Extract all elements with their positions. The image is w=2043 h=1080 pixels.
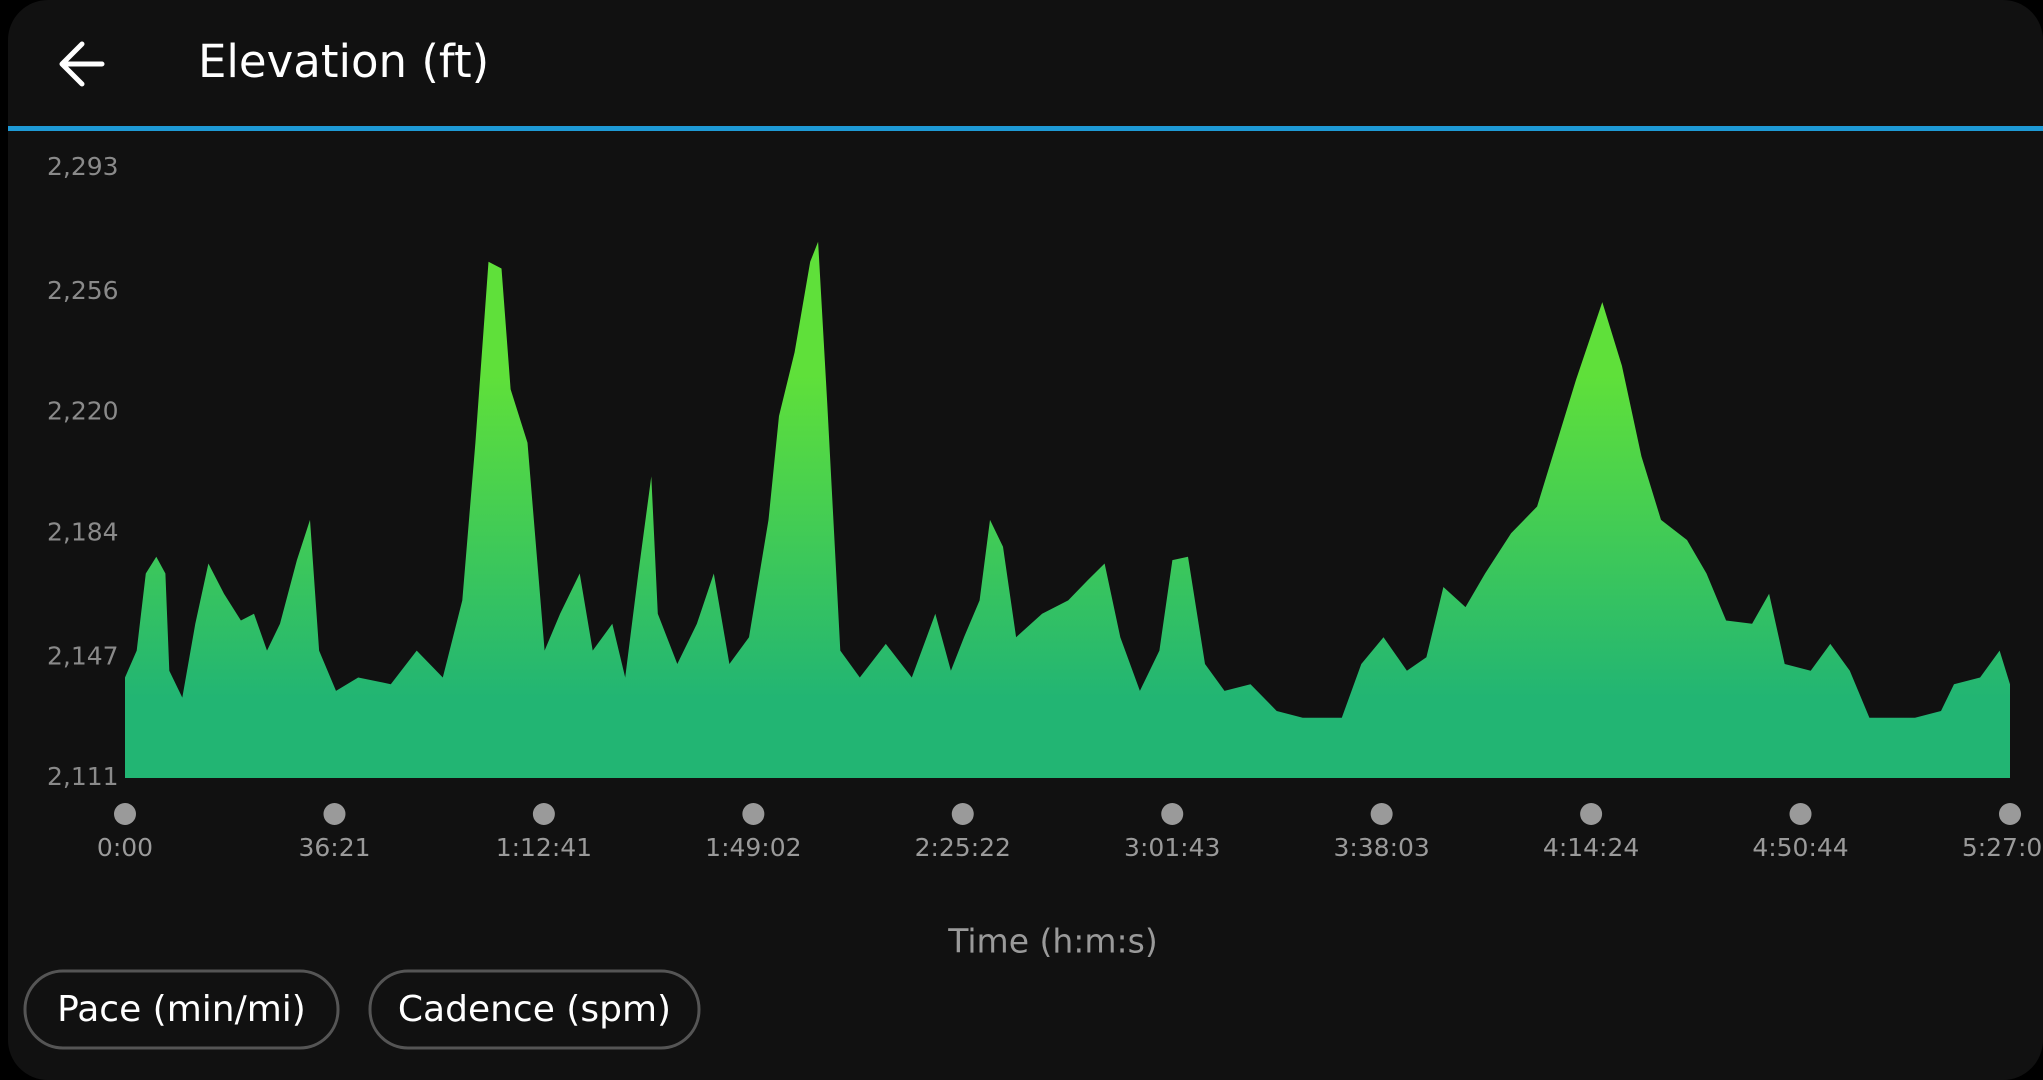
x-tick-dot (323, 803, 346, 825)
x-tick-label: 36:21 (298, 833, 370, 862)
x-tick-dot (114, 803, 136, 825)
filter-button-label[interactable]: Cadence (spm) (398, 989, 671, 1030)
y-tick-label: 2,256 (47, 276, 119, 305)
filter-button[interactable] (23, 969, 340, 1050)
y-tick-label: 2,220 (47, 397, 119, 426)
x-tick-label: 4:50:44 (1752, 833, 1848, 862)
x-tick-dot (1999, 803, 2021, 825)
x-tick-dot (951, 803, 974, 825)
panel (8, 0, 2043, 1080)
x-tick-label: 4:14:24 (1543, 833, 1639, 862)
y-tick-label: 2,184 (47, 517, 119, 546)
y-tick-label: 2,111 (47, 762, 119, 791)
x-tick-dot (1161, 803, 1184, 825)
x-tick-label: 1:12:41 (496, 833, 592, 862)
page-title: Elevation (ft) (198, 35, 489, 88)
filter-button[interactable] (368, 969, 701, 1050)
x-tick-dot (742, 803, 765, 825)
x-axis-label: Time (h:m:s) (947, 922, 1158, 961)
filter-button-label[interactable]: Pace (min/mi) (57, 989, 306, 1030)
y-tick-label: 2,293 (47, 152, 119, 181)
x-tick-label: 1:49:02 (705, 833, 801, 862)
y-tick-label: 2,147 (47, 641, 119, 670)
back-arrow[interactable] (59, 41, 105, 87)
x-tick-label: 2:25:22 (915, 833, 1011, 862)
x-tick-label: 3:38:03 (1333, 833, 1429, 862)
x-tick-dot (1789, 803, 1812, 825)
x-tick-label: 5:27:05 (1962, 833, 2043, 862)
x-tick-label: 0:00 (97, 833, 153, 862)
x-tick-dot (1580, 803, 1603, 825)
x-tick-dot (1370, 803, 1393, 825)
x-tick-label: 3:01:43 (1124, 833, 1220, 862)
elevation-area (125, 241, 2010, 778)
x-tick-dot (532, 803, 555, 825)
back-button[interactable] (59, 41, 105, 87)
header-divider (8, 126, 2043, 131)
